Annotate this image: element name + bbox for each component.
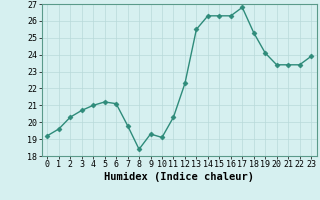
X-axis label: Humidex (Indice chaleur): Humidex (Indice chaleur) (104, 172, 254, 182)
